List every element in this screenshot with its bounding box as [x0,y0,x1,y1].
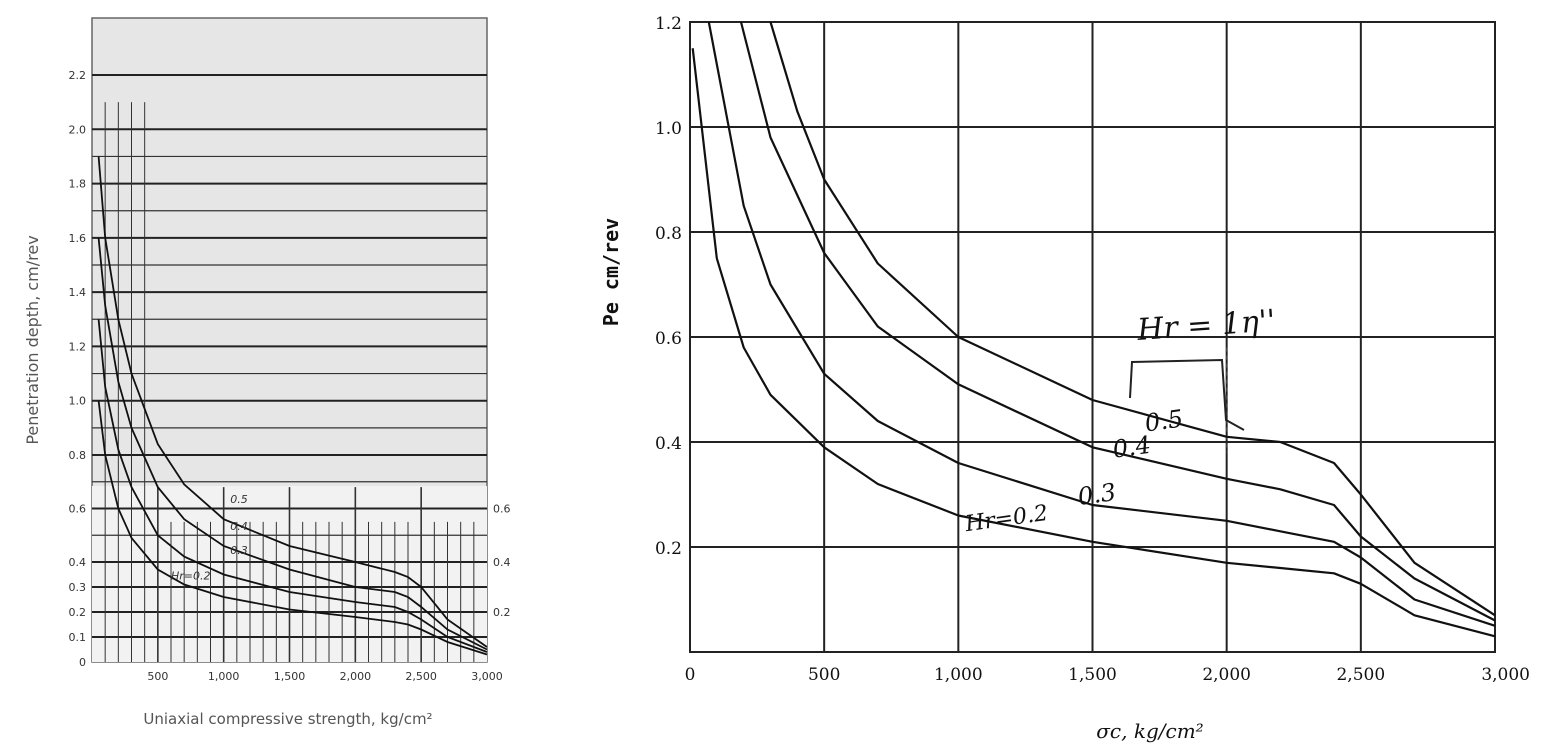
right-series-labels: 0.50.40.3Hr=0.2 [963,404,1185,537]
left-y-tick: 1.6 [69,232,87,245]
left-series-label: 0.5 [230,493,248,506]
right-series-line [739,21,1496,622]
left-y-tick: 1.0 [69,395,87,408]
left-y-tick-labels: 0 0.1 0.2 0.3 0.4 0.6 0.8 1.0 1.2 1.4 1.6 1.8 2.0 2.2 [69,69,87,669]
right-series-line [769,21,1496,617]
right-series-label: 0.3 [1076,478,1118,511]
left-series-line [97,237,488,651]
right-x-tick: 3,000 [1481,665,1530,685]
left-series-label: 0.3 [230,544,248,557]
left-y-tick: 1.4 [69,286,87,299]
left-y2-tick: 0.2 [493,606,511,619]
left-x-tick: 2,500 [405,670,437,683]
left-y-tick: 2.2 [69,69,87,82]
left-y2-tick: 0.6 [493,503,511,516]
right-x-tick: 2,500 [1336,665,1385,685]
left-series-line [97,156,488,648]
right-x-tick: 500 [808,665,840,685]
right-chart: 0.2 0.4 0.6 0.8 1.0 1.2 0 500 1,000 1,500 2,000 2,… [599,14,1530,743]
left-x-tick: 3,000 [471,670,503,683]
right-x-tick: 2,000 [1202,665,1251,685]
left-series-line [97,400,488,656]
left-y-tick: 0 [79,656,86,669]
right-series-group [691,21,1496,638]
right-x-tick: 1,000 [934,665,983,685]
right-y-tick: 0.6 [655,329,682,349]
left-x-tick-labels: 500 1,000 1,500 2,000 2,500 3,000 [147,670,502,683]
left-y-tick: 1.8 [69,178,87,191]
right-x-tick: 1,500 [1068,665,1117,685]
left-x-tick: 1,000 [208,670,240,683]
right-y-tick: 1.2 [655,14,682,34]
left-y-tick: 0.4 [69,556,87,569]
left-x-tick: 2,000 [340,670,372,683]
left-x-axis-label: Uniaxial compressive strength, kg/cm² [143,710,432,728]
left-y-tick: 0.8 [69,449,87,462]
right-x-tick-labels: 0 500 1,000 1,500 2,000 2,500 3,000 [685,665,1530,685]
left-secondary-y-tick-labels: 0.2 0.4 0.6 [493,503,511,620]
right-y-tick: 0.2 [655,539,682,559]
left-y-tick: 2.0 [69,123,87,136]
left-series-label: 0.4 [230,520,248,533]
left-y2-tick: 0.4 [493,556,511,569]
left-y-tick: 0.1 [69,631,87,644]
right-y-tick: 0.4 [655,434,682,454]
left-series-labels: 0.5 0.4 0.3 Hr=0.2 [171,493,248,582]
left-y-tick: 0.3 [69,581,87,594]
left-y-tick: 1.2 [69,340,87,353]
left-series-line [97,319,488,653]
left-x-tick: 1,500 [274,670,306,683]
left-x-tick: 500 [147,670,168,683]
left-series-group [97,156,488,656]
left-y-tick: 0.6 [69,503,87,516]
right-series-line [691,48,1496,638]
right-x-tick: 0 [685,665,696,685]
left-y-axis-label: Penetration depth, cm/rev [23,235,42,444]
right-grid [690,21,1495,652]
right-series-label: 0.5 [1143,404,1185,437]
right-y-tick-labels: 0.2 0.4 0.6 0.8 1.0 1.2 [655,14,682,559]
right-series-label: 0.4 [1111,431,1153,464]
left-series-label: Hr=0.2 [171,570,211,583]
left-y-tick: 0.2 [69,606,87,619]
right-y-axis-label: Pe cm/rev [599,218,623,326]
right-series-line [707,21,1496,627]
right-annotation-bracket [1129,358,1245,431]
right-x-axis-label: σc, kg/cm² [1096,719,1203,743]
left-chart: 0 0.1 0.2 0.3 0.4 0.6 0.8 1.0 1.2 1.4 1.6 1.8 2.0 2.2… [23,17,511,728]
right-y-tick: 1.0 [655,119,682,139]
right-y-tick: 0.8 [655,224,682,244]
